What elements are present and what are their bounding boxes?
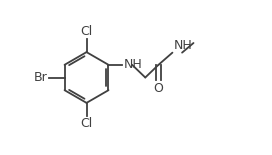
- Text: Cl: Cl: [81, 117, 93, 130]
- Text: NH: NH: [174, 39, 192, 52]
- Text: Br: Br: [34, 71, 48, 84]
- Text: O: O: [153, 82, 163, 95]
- Text: NH: NH: [123, 58, 142, 71]
- Text: Cl: Cl: [81, 25, 93, 38]
